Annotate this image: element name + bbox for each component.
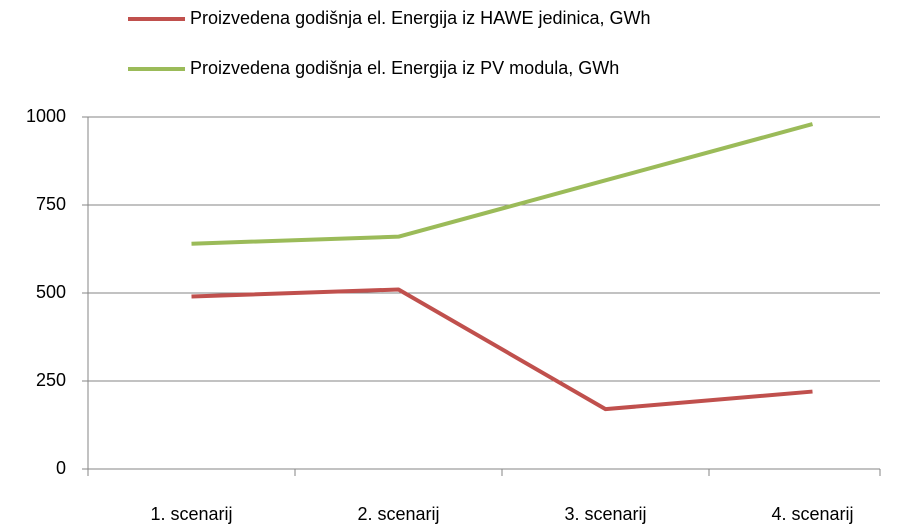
legend-label: Proizvedena godišnja el. Energija iz PV … [190, 58, 619, 78]
y-tick-label: 0 [56, 458, 66, 478]
x-tick-label: 4. scenarij [771, 504, 853, 524]
y-tick-label: 250 [36, 370, 66, 390]
x-tick-label: 3. scenarij [564, 504, 646, 524]
y-tick-label: 500 [36, 282, 66, 302]
legend-label: Proizvedena godišnja el. Energija iz HAW… [190, 8, 651, 28]
x-tick-label: 2. scenarij [357, 504, 439, 524]
x-tick-label: 1. scenarij [150, 504, 232, 524]
y-tick-label: 750 [36, 194, 66, 214]
series-line [191, 287, 813, 412]
series-line [191, 122, 814, 246]
y-tick-label: 1000 [26, 106, 66, 126]
